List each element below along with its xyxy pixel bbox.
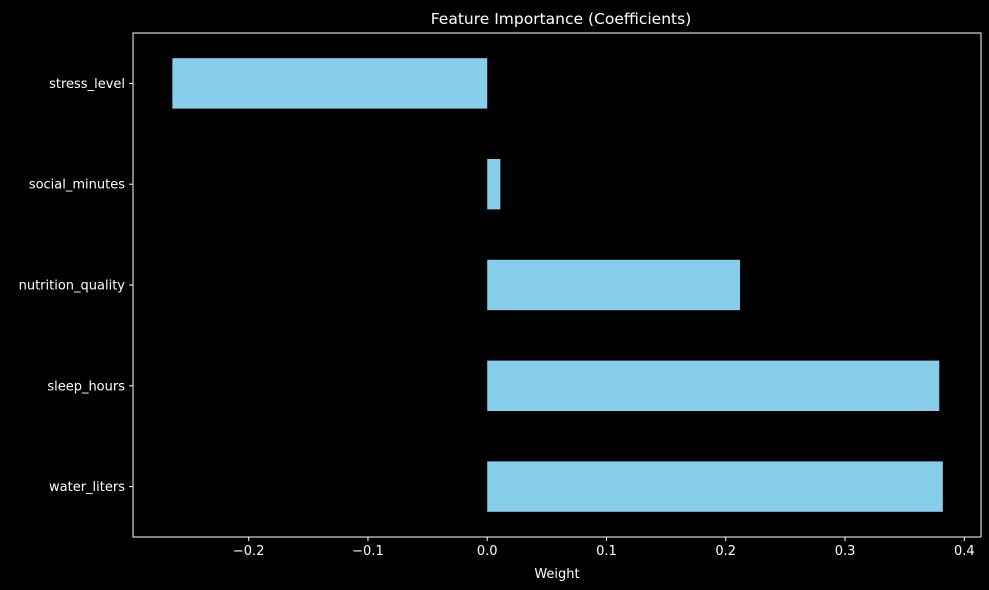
- x-tick-label: 0.0: [477, 544, 498, 559]
- y-tick-label: stress_level: [49, 77, 125, 92]
- bar-stress-level: [172, 58, 488, 109]
- x-axis-title: Weight: [534, 567, 579, 582]
- y-tick-label: social_minutes: [29, 178, 125, 193]
- y-axis: stress_level social_minutes nutrition_qual…: [19, 77, 133, 495]
- x-tick-label: −0.2: [233, 544, 265, 559]
- bar-sleep-hours: [487, 360, 940, 411]
- bar-water-liters: [487, 461, 943, 512]
- chart-title: Feature Importance (Coefficients): [431, 10, 692, 28]
- x-axis: −0.2 −0.1 0.0 0.1 0.2 0.3 0.4: [233, 537, 975, 559]
- y-tick-label: nutrition_quality: [19, 279, 126, 294]
- y-tick-label: water_liters: [49, 480, 125, 495]
- x-tick-label: −0.1: [352, 544, 384, 559]
- plot-frame: [132, 32, 982, 538]
- x-tick-label: 0.1: [596, 544, 617, 559]
- x-tick-label: 0.4: [954, 544, 975, 559]
- bar-social-minutes: [487, 159, 501, 210]
- y-tick-label: sleep_hours: [47, 379, 125, 394]
- bar-nutrition-quality: [487, 259, 741, 311]
- x-tick-label: 0.2: [715, 544, 736, 559]
- bars-group: [172, 58, 943, 512]
- x-tick-label: 0.3: [835, 544, 856, 559]
